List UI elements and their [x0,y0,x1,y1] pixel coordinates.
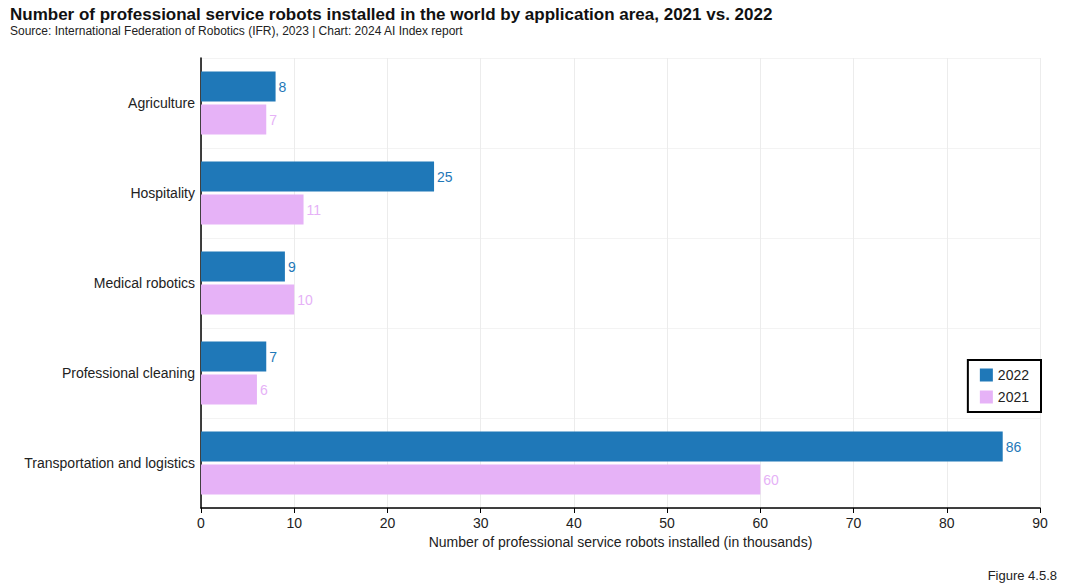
svg-text:Number of professional service: Number of professional service robots in… [10,5,772,24]
svg-text:8: 8 [279,79,287,95]
svg-text:Hospitality: Hospitality [130,185,195,201]
svg-text:10: 10 [286,515,302,531]
svg-text:Figure 4.5.8: Figure 4.5.8 [988,568,1057,583]
svg-text:6: 6 [260,382,268,398]
svg-text:2021: 2021 [998,389,1029,405]
svg-text:Professional cleaning: Professional cleaning [62,365,195,381]
svg-text:0: 0 [197,515,205,531]
svg-text:Agriculture: Agriculture [128,95,195,111]
svg-text:80: 80 [939,515,955,531]
svg-text:11: 11 [307,202,322,218]
svg-text:40: 40 [566,515,582,531]
svg-text:60: 60 [753,515,769,531]
svg-text:25: 25 [437,169,453,185]
svg-text:2022: 2022 [998,367,1029,383]
svg-text:60: 60 [763,472,779,488]
svg-text:10: 10 [297,292,313,308]
svg-text:Medical robotics: Medical robotics [94,275,195,291]
svg-text:50: 50 [659,515,675,531]
svg-text:20: 20 [380,515,396,531]
svg-text:70: 70 [846,515,862,531]
svg-text:86: 86 [1006,439,1022,455]
svg-text:90: 90 [1032,515,1048,531]
svg-text:Number of professional service: Number of professional service robots in… [429,534,813,550]
svg-text:9: 9 [288,259,296,275]
svg-text:7: 7 [269,112,277,128]
svg-text:7: 7 [269,349,277,365]
svg-text:Transportation and logistics: Transportation and logistics [24,455,195,471]
svg-text:30: 30 [473,515,489,531]
svg-text:Source: International Federati: Source: International Federation of Robo… [10,24,463,38]
